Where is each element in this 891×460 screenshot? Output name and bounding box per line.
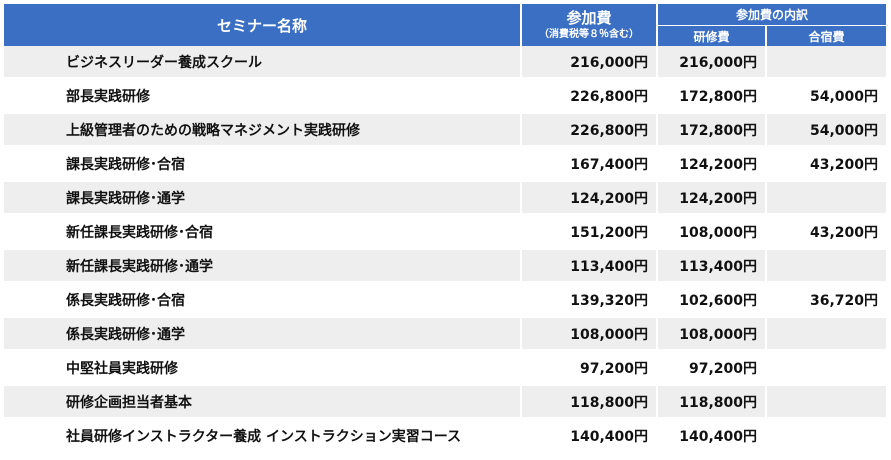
lodging-fee-cell [767, 352, 886, 386]
training-fee-header: 研修費 [658, 26, 767, 46]
fee-header: 参加費 （消費税等８％含む） [522, 4, 658, 46]
training-fee-cell: 113,400円 [658, 250, 767, 284]
table-row: 社員研修インストラクター養成 インストラクション実習コース 140,400円 1… [4, 420, 886, 454]
seminar-name-cell: 課長実践研修･通学 [4, 182, 522, 216]
lodging-fee-cell: 43,200円 [767, 216, 886, 250]
lodging-fee-cell [767, 318, 886, 352]
fee-cell: 151,200円 [522, 216, 658, 250]
fee-cell: 140,400円 [522, 420, 658, 454]
fee-cell: 167,400円 [522, 148, 658, 182]
fee-cell: 118,800円 [522, 386, 658, 420]
table-row: 新任課長実践研修･合宿 151,200円 108,000円 43,200円 [4, 216, 886, 250]
table-row: 係長実践研修･合宿 139,320円 102,600円 36,720円 [4, 284, 886, 318]
seminar-name-cell: 係長実践研修･合宿 [4, 284, 522, 318]
fee-cell: 226,800円 [522, 80, 658, 114]
seminar-name-cell: 新任課長実践研修･通学 [4, 250, 522, 284]
table-row: 係長実践研修･通学 108,000円 108,000円 [4, 318, 886, 352]
lodging-fee-cell [767, 182, 886, 216]
lodging-fee-cell: 54,000円 [767, 80, 886, 114]
training-fee-cell: 172,800円 [658, 114, 767, 148]
seminar-name-cell: 新任課長実践研修･合宿 [4, 216, 522, 250]
seminar-name-cell: 社員研修インストラクター養成 インストラクション実習コース [4, 420, 522, 454]
seminar-name-header: セミナー名称 [4, 4, 522, 46]
lodging-fee-header: 合宿費 [767, 26, 886, 46]
seminar-name-cell: 部長実践研修 [4, 80, 522, 114]
fee-cell: 226,800円 [522, 114, 658, 148]
lodging-fee-cell [767, 46, 886, 80]
fee-cell: 97,200円 [522, 352, 658, 386]
fee-cell: 108,000円 [522, 318, 658, 352]
table-row: 上級管理者のための戦略マネジメント実践研修 226,800円 172,800円 … [4, 114, 886, 148]
table-row: 研修企画担当者基本 118,800円 118,800円 [4, 386, 886, 420]
table-row: 中堅社員実践研修 97,200円 97,200円 [4, 352, 886, 386]
training-fee-cell: 124,200円 [658, 148, 767, 182]
seminar-name-cell: ビジネスリーダー養成スクール [4, 46, 522, 80]
table-row: 新任課長実践研修･通学 113,400円 113,400円 [4, 250, 886, 284]
training-fee-cell: 97,200円 [658, 352, 767, 386]
seminar-name-cell: 上級管理者のための戦略マネジメント実践研修 [4, 114, 522, 148]
fee-cell: 216,000円 [522, 46, 658, 80]
table-row: ビジネスリーダー養成スクール 216,000円 216,000円 [4, 46, 886, 80]
seminar-name-cell: 課長実践研修･合宿 [4, 148, 522, 182]
lodging-fee-cell: 43,200円 [767, 148, 886, 182]
fee-header-note: （消費税等８％含む） [539, 29, 639, 40]
training-fee-cell: 108,000円 [658, 216, 767, 250]
table-row: 課長実践研修･通学 124,200円 124,200円 [4, 182, 886, 216]
table-row: 部長実践研修 226,800円 172,800円 54,000円 [4, 80, 886, 114]
seminar-name-cell: 研修企画担当者基本 [4, 386, 522, 420]
lodging-fee-cell: 54,000円 [767, 114, 886, 148]
training-fee-cell: 102,600円 [658, 284, 767, 318]
lodging-fee-cell: 36,720円 [767, 284, 886, 318]
seminar-name-cell: 係長実践研修･通学 [4, 318, 522, 352]
breakdown-header: 参加費の内訳 [658, 4, 886, 26]
training-fee-cell: 140,400円 [658, 420, 767, 454]
fee-header-label: 参加費 [566, 9, 612, 27]
training-fee-cell: 108,000円 [658, 318, 767, 352]
lodging-fee-cell [767, 250, 886, 284]
training-fee-cell: 216,000円 [658, 46, 767, 80]
table-row: 課長実践研修･合宿 167,400円 124,200円 43,200円 [4, 148, 886, 182]
fee-cell: 113,400円 [522, 250, 658, 284]
lodging-fee-cell [767, 386, 886, 420]
seminar-name-cell: 中堅社員実践研修 [4, 352, 522, 386]
training-fee-cell: 172,800円 [658, 80, 767, 114]
lodging-fee-cell [767, 420, 886, 454]
fee-cell: 124,200円 [522, 182, 658, 216]
training-fee-cell: 118,800円 [658, 386, 767, 420]
fee-cell: 139,320円 [522, 284, 658, 318]
seminar-fee-table: セミナー名称 参加費 （消費税等８％含む） 参加費の内訳 研修費 合宿費 ビジネ… [4, 4, 886, 454]
training-fee-cell: 124,200円 [658, 182, 767, 216]
